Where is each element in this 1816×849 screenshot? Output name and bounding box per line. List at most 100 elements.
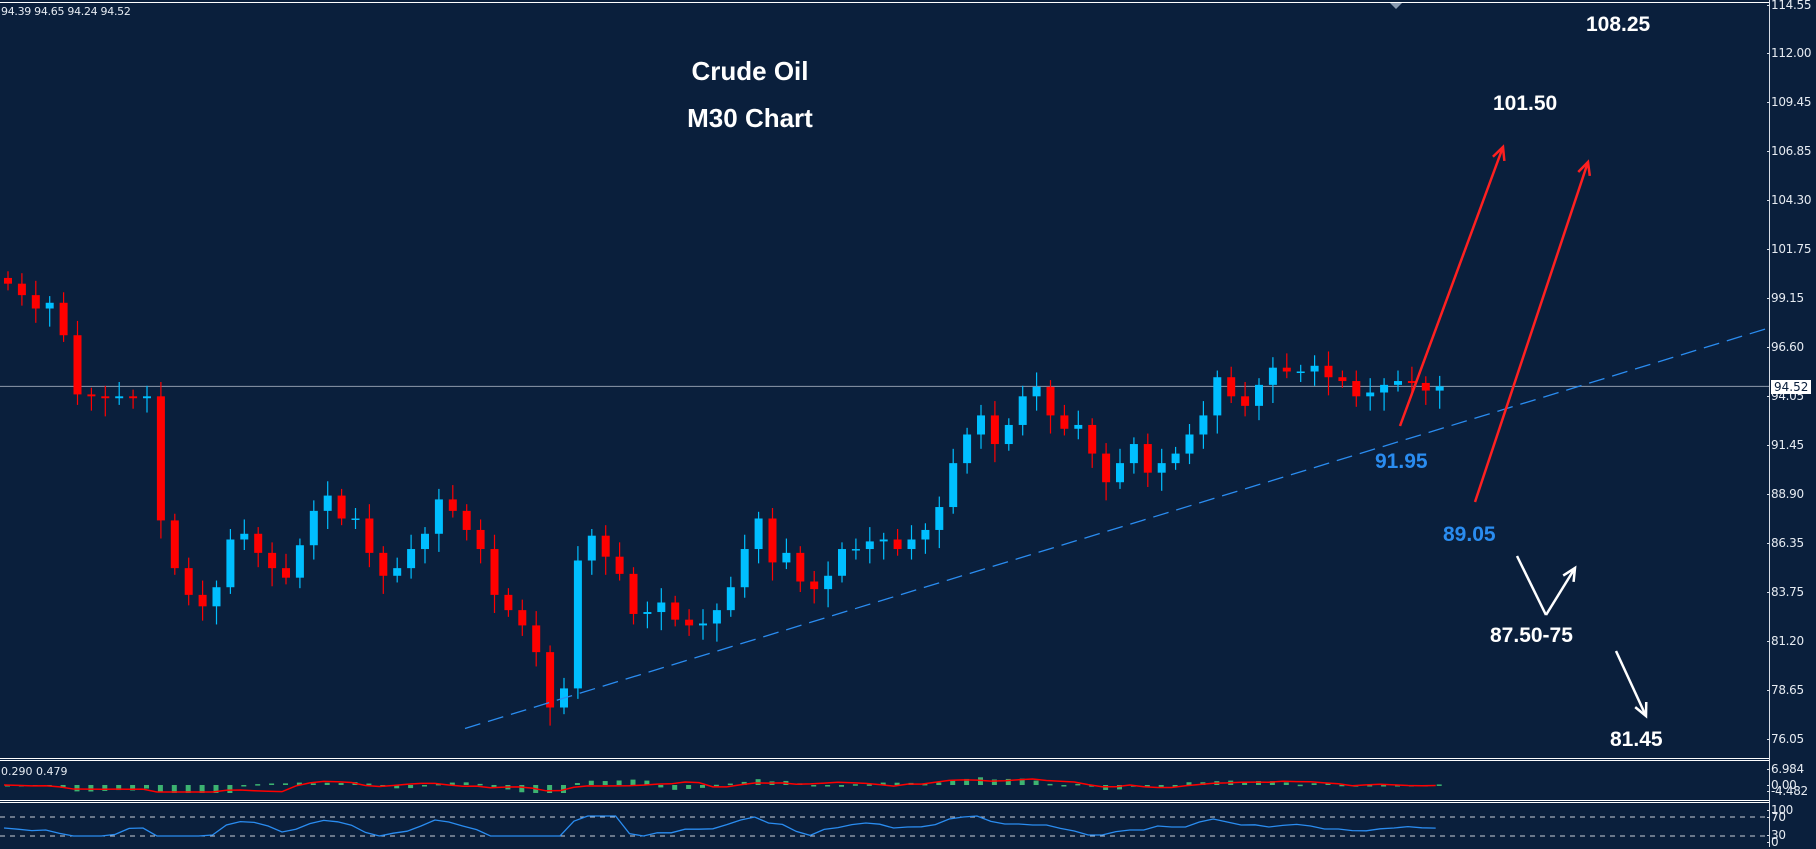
price-tick: 109.45 [1766, 95, 1812, 109]
candle-body [323, 495, 332, 511]
macd-histogram-bar [755, 779, 761, 785]
candle-body [685, 619, 694, 626]
macd-histogram-bar [588, 780, 594, 785]
price-tick: 78.65 [1767, 683, 1804, 697]
label-support-91-95: 91.95 [1375, 450, 1428, 473]
candle-body [573, 560, 582, 689]
candle-body [115, 396, 124, 399]
rsi-tick: 0 [1766, 835, 1779, 849]
candle-body [1004, 424, 1013, 445]
macd-histogram-bar [894, 782, 900, 785]
candle-body [490, 549, 499, 595]
candle-body [421, 533, 429, 550]
candle-body [17, 283, 26, 296]
macd-histogram-bar [1033, 780, 1039, 785]
candle-body [129, 396, 138, 399]
macd-histogram-bar [713, 784, 719, 787]
macd-histogram-bar [811, 785, 817, 787]
candle-body [629, 573, 638, 614]
candle-body [1366, 392, 1375, 397]
candle-body [1088, 424, 1097, 454]
price-tick: 101.75 [1766, 242, 1812, 256]
candle-body [198, 594, 207, 607]
macd-histogram-bar [477, 783, 483, 786]
label-target-108-25: 108.25 [1586, 13, 1651, 36]
chart-top-border [0, 2, 1770, 3]
price-axis[interactable] [1769, 0, 1816, 847]
macd-histogram-bar [519, 785, 525, 793]
price-tick: 114.55 [1766, 0, 1812, 12]
chart-shift-marker-icon[interactable] [1390, 3, 1402, 9]
macd-histogram-bar [1005, 778, 1011, 785]
label-support-89-05: 89.05 [1443, 523, 1496, 546]
price-plot[interactable] [0, 0, 1770, 847]
candle-body [754, 518, 763, 550]
candle-body [156, 396, 165, 521]
macd-histogram-bar [1269, 781, 1275, 785]
arrow-v-up-icon [1544, 567, 1577, 616]
macd-histogram-bar [964, 778, 970, 785]
candle-body [1324, 365, 1333, 378]
candle-body [1032, 386, 1041, 397]
macd-histogram-bar [157, 785, 163, 793]
macd-histogram-bar [408, 785, 414, 789]
panel-separator[interactable] [0, 800, 1770, 801]
macd-histogram-bar [1283, 782, 1289, 785]
macd-histogram-bar [1367, 785, 1373, 787]
candle-body [1074, 424, 1083, 429]
arrow-up-icon [1473, 161, 1590, 503]
macd-histogram-bar [672, 785, 678, 790]
macd-histogram-bar [491, 785, 497, 788]
candle-body [657, 602, 666, 613]
current-price-tag: 94.52 [1771, 380, 1812, 394]
price-tick: 76.05 [1767, 732, 1804, 746]
macd-histogram-bar [1436, 784, 1442, 786]
macd-histogram-bar [199, 785, 205, 793]
candle-body [1421, 382, 1430, 391]
macd-histogram-bar [1117, 785, 1122, 790]
candle-body [254, 533, 263, 553]
candle-body [796, 552, 805, 582]
candle-body [1129, 444, 1138, 464]
macd-histogram-bar [630, 779, 636, 785]
candle-body [1380, 384, 1389, 393]
candle-body [59, 302, 68, 336]
price-tick: 99.15 [1767, 291, 1804, 305]
candle-body [4, 277, 12, 284]
macd-histogram-bar [1256, 781, 1261, 785]
macd-histogram-bar [366, 783, 372, 786]
candle-body [990, 415, 999, 445]
candle-body [407, 549, 416, 569]
macd-tick: 0.00 [1767, 778, 1797, 792]
macd-histogram-bar [88, 785, 94, 792]
candle-body [671, 602, 680, 620]
candle-body [879, 539, 888, 542]
candle-body [1352, 381, 1361, 397]
candle-body [712, 610, 721, 624]
price-tick: 81.20 [1767, 634, 1804, 648]
macd-histogram-bar [1325, 783, 1331, 785]
macd-histogram-bar [700, 785, 705, 788]
candle-body [601, 535, 610, 557]
candle-body [810, 581, 819, 590]
candle-body [1199, 415, 1208, 435]
macd-histogram-bar [144, 785, 149, 789]
label-target-101-50: 101.50 [1493, 92, 1558, 115]
price-tick: 104.30 [1766, 193, 1812, 207]
candle-body [45, 302, 54, 309]
candle-body [963, 434, 972, 464]
macd-histogram-bar [102, 785, 108, 791]
candle-body [462, 510, 471, 530]
macd-histogram-bar [574, 783, 580, 785]
candle-body [1407, 381, 1416, 383]
macd-histogram-bar [130, 785, 136, 791]
arrow-v-up-icon-head [1562, 565, 1577, 583]
candle-body [268, 552, 277, 569]
panel-separator[interactable] [0, 758, 1770, 759]
arrow-down-icon [1614, 650, 1648, 717]
macd-histogram-bar [839, 785, 844, 787]
macd-histogram-bar [1158, 785, 1164, 788]
label-pullback-zone: 87.50-75 [1490, 624, 1573, 647]
candle-body [170, 520, 179, 569]
candle-body [782, 552, 791, 563]
